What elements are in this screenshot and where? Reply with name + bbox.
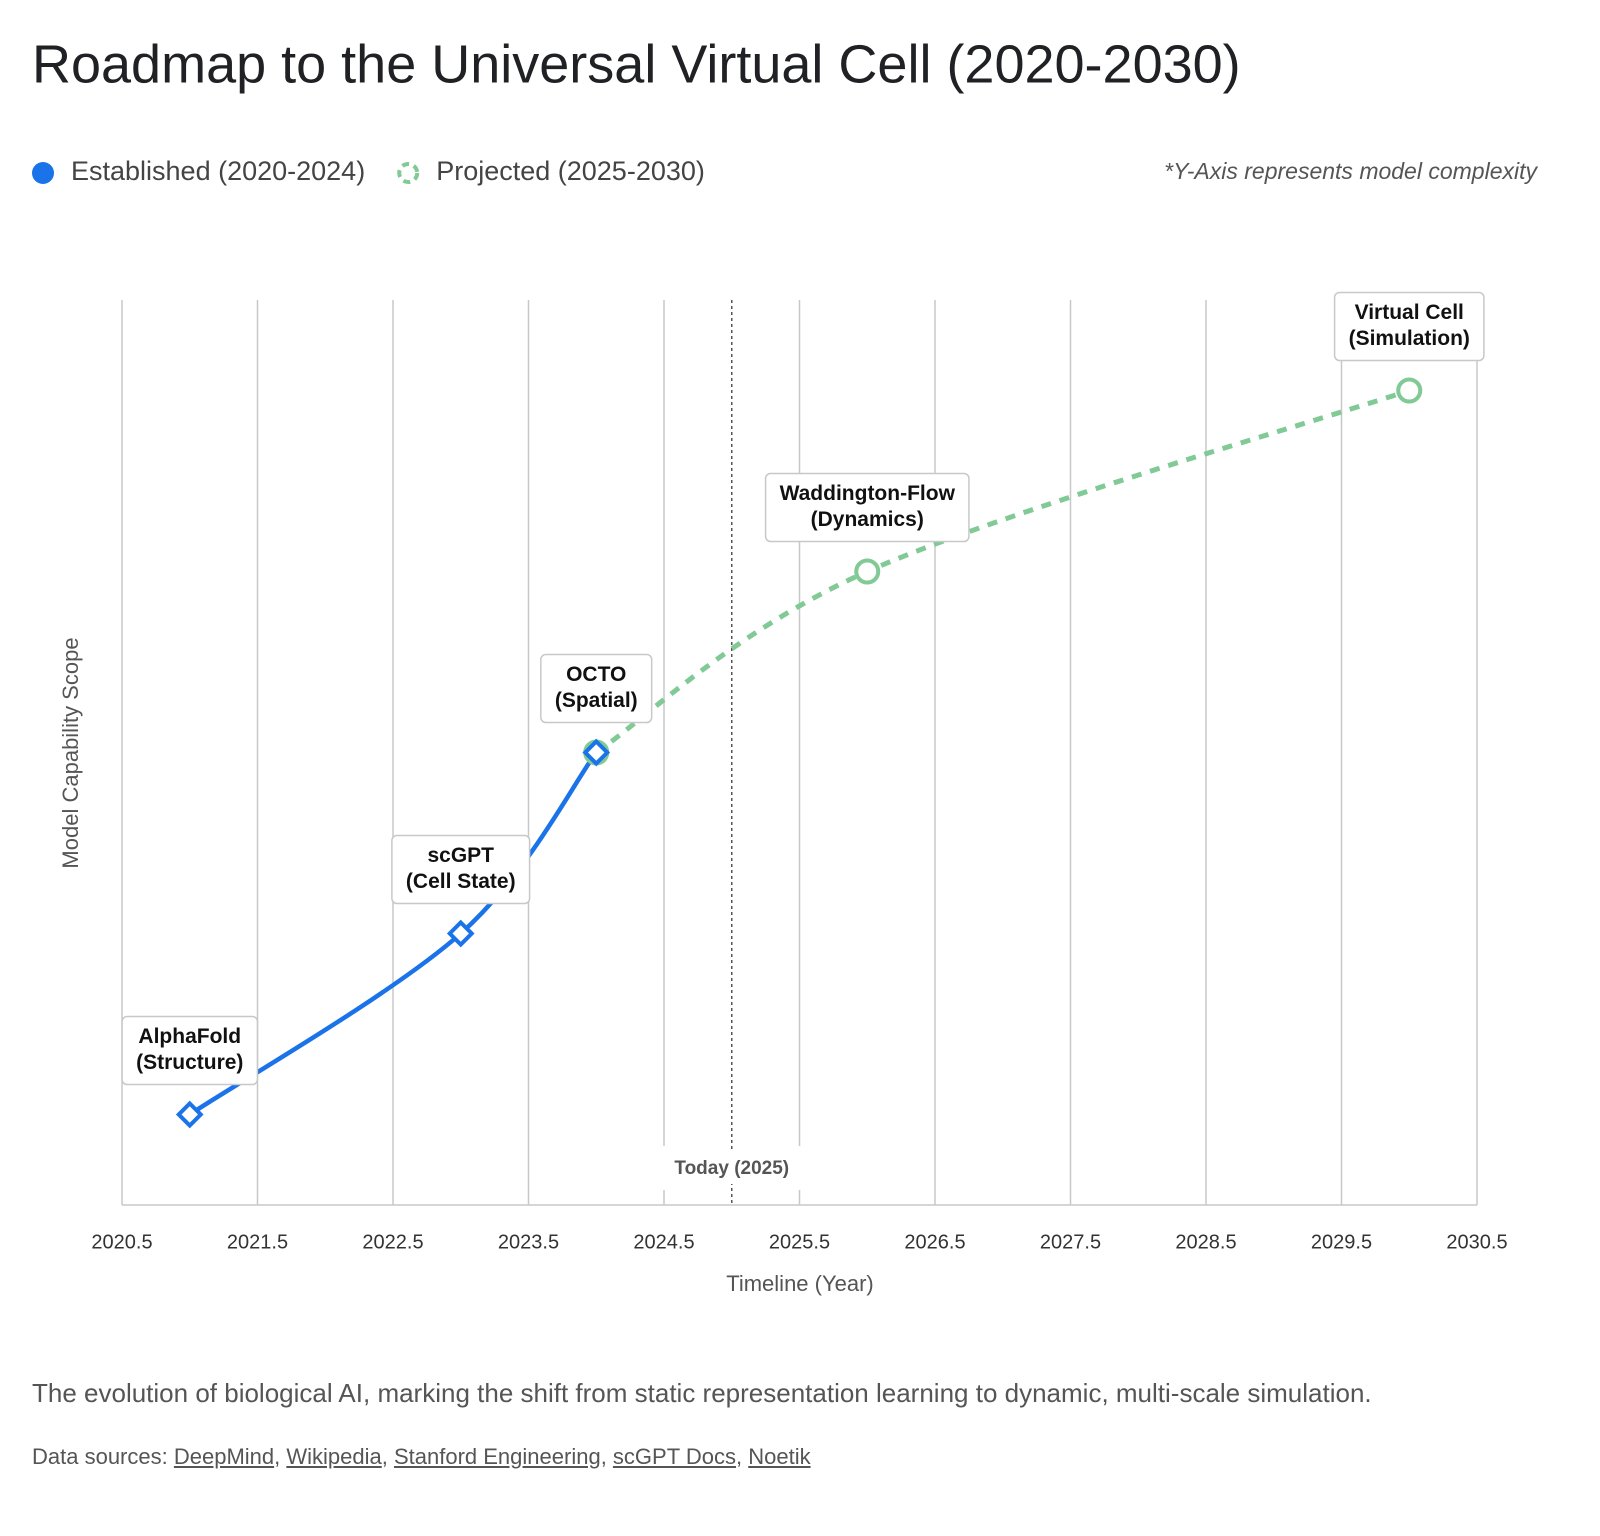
x-tick-label: 2028.5 [1175,1231,1236,1253]
x-tick-label: 2026.5 [904,1231,965,1253]
legend-marker [32,162,54,184]
annotation-text: (Spatial) [555,689,638,712]
sources-separator: , [735,1444,749,1469]
annotation-box [391,834,531,905]
annotation-text: (Cell State) [406,870,516,893]
annotation: scGPT (Cell State) [391,834,531,905]
x-tick-label: 2025.5 [769,1231,830,1253]
sources-separator: , [274,1444,287,1469]
annotation-text: Virtual Cell [1355,301,1464,324]
caption: The evolution of biological AI, marking … [32,1378,1372,1408]
x-tick-label: 2020.5 [91,1231,152,1253]
annotation-text: (Structure) [136,1051,243,1074]
chart-note: *Y-Axis represents model complexity [1164,158,1538,184]
sources: Data sources: DeepMind, Wikipedia, Stanf… [32,1444,811,1470]
sources-separator: , [381,1444,394,1469]
x-tick-label: 2030.5 [1446,1231,1507,1253]
x-tick-label: 2023.5 [498,1231,559,1253]
x-tick-label: 2022.5 [362,1231,423,1253]
sources-prefix: Data sources: [32,1444,168,1469]
point-marker [582,738,611,767]
annotation-text: Waddington-Flow [780,482,956,505]
sources-separator: , [600,1444,613,1469]
x-tick-label: 2021.5 [227,1231,288,1253]
chart: Roadmap to the Universal Virtual Cell (2… [32,34,1538,1296]
annotation-box [540,653,653,724]
legend-marker [397,162,420,184]
source-link[interactable]: scGPT Docs [612,1444,736,1469]
annotation-text: (Dynamics) [811,508,924,531]
annotation-box [121,1015,259,1086]
reference-label: Today (2025) [674,1158,789,1179]
annotation-box [1333,291,1485,362]
legend-label: Projected (2025-2030) [436,156,705,186]
x-tick-label: 2024.5 [633,1231,694,1253]
annotation-text: (Simulation) [1349,327,1470,350]
x-axis-title: Timeline (Year) [726,1271,874,1296]
annotation: Virtual Cell (Simulation) [1333,291,1485,362]
reference-label-bg [661,1152,802,1184]
annotation-text: scGPT [427,844,494,867]
series-line [594,388,1411,755]
x-tick-label: 2027.5 [1040,1231,1101,1253]
annotation: Waddington-Flow (Dynamics) [764,472,970,543]
point-marker [175,1100,204,1129]
annotation-text: OCTO [566,663,626,686]
y-axis-title: Model Capability Scope [58,637,83,868]
legend-label: Established (2020-2024) [71,156,365,186]
point-marker [854,558,881,585]
point-marker [446,919,475,948]
annotation: OCTO (Spatial) [540,653,653,724]
x-tick-label: 2029.5 [1311,1231,1372,1253]
chart-title: Roadmap to the Universal Virtual Cell (2… [32,34,1241,94]
source-link[interactable]: Stanford Engineering [393,1444,601,1469]
annotation: AlphaFold (Structure) [121,1015,259,1086]
source-link[interactable]: Noetik [748,1444,811,1469]
annotation-text: AlphaFold [138,1025,241,1048]
point-marker [1396,377,1423,404]
source-link[interactable]: Wikipedia [286,1444,382,1469]
source-link[interactable]: DeepMind [173,1444,275,1469]
annotation-box [764,472,970,543]
